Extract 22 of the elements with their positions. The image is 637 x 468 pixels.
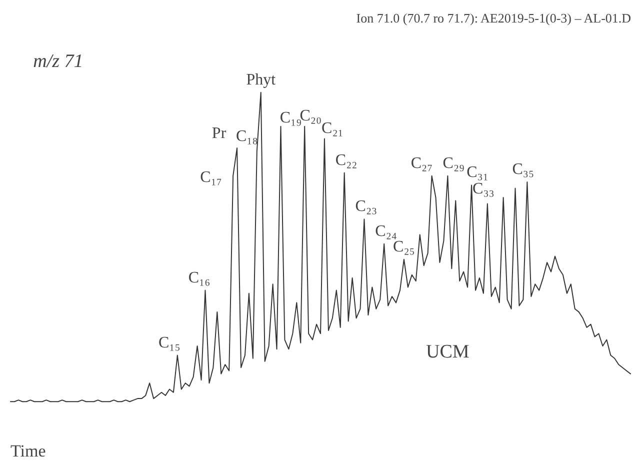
annotation: C₂₃: [355, 198, 378, 216]
annotation: C₁₉: [280, 109, 302, 126]
annotation: C₃₁: [466, 164, 488, 182]
annotation: C₂₅: [393, 238, 415, 256]
annotation: C₂₄: [375, 222, 398, 240]
annotation: C₁₈: [236, 128, 258, 146]
annotation: C₂₀: [300, 107, 322, 124]
text: m/z 71: [33, 50, 84, 72]
annotation: C₁₅: [158, 334, 180, 352]
annotation: C₂₉: [442, 154, 465, 172]
annotation: Pr: [212, 125, 227, 142]
annotation: C₂₂: [335, 152, 358, 169]
annotation: C₃₅: [512, 161, 534, 178]
annotation: UCM: [426, 342, 470, 363]
annotation: C₂₁: [322, 120, 344, 137]
annotation: C₁₇: [200, 168, 222, 186]
annotation: C₃₃: [472, 180, 494, 198]
text: Phyt: [246, 71, 276, 88]
chart-title: Ion 71.0 (70.7 ro 71.7): AE2019-5-1(0-3) – AL-01.D: [356, 10, 632, 26]
annotation: C₁₆: [188, 269, 210, 286]
annotation: C₂₇: [410, 154, 433, 172]
x-axis-title: Time: [10, 442, 46, 461]
